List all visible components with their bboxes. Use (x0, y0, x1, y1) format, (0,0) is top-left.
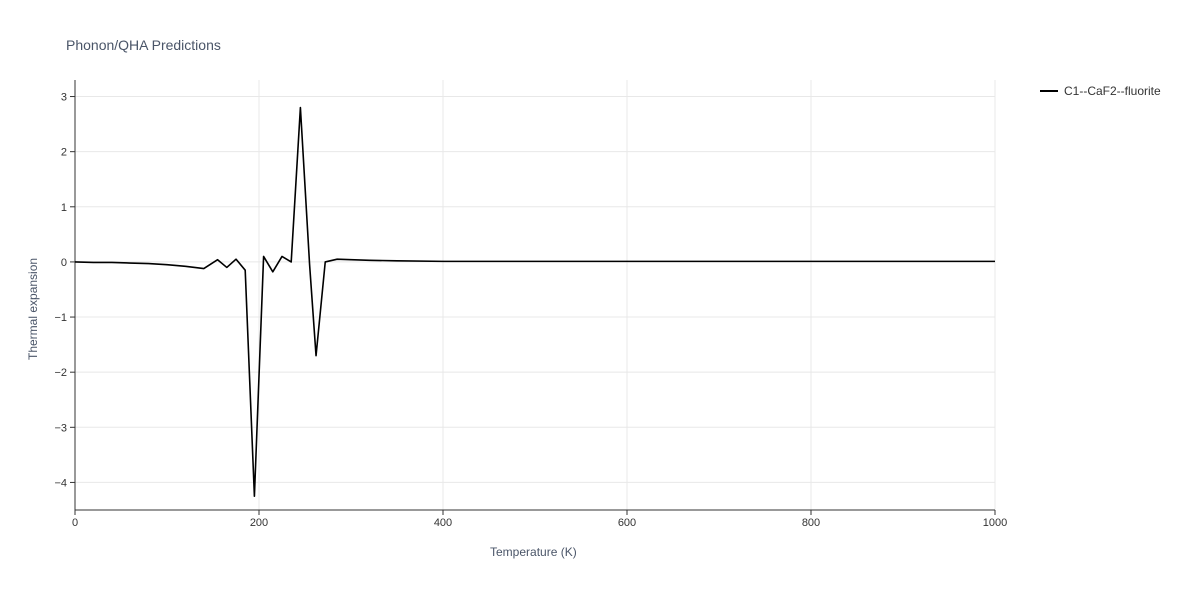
tick-label: −1 (54, 312, 67, 324)
tick-label: 600 (618, 517, 636, 529)
tick-label: 400 (434, 517, 452, 529)
x-axis-label: Temperature (K) (490, 545, 577, 559)
tick-label: 2 (61, 147, 67, 159)
tick-label: −2 (54, 367, 67, 379)
tick-label: 1 (61, 202, 67, 214)
chart-title: Phonon/QHA Predictions (66, 37, 221, 53)
legend-label: C1--CaF2--fluorite (1064, 84, 1161, 98)
legend-line-icon (1040, 90, 1058, 92)
series-line (75, 108, 995, 497)
tick-label: 3 (61, 92, 67, 104)
legend: C1--CaF2--fluorite (1040, 84, 1161, 98)
tick-label: 1000 (983, 517, 1007, 529)
tick-label: 0 (61, 257, 67, 269)
chart-container: Phonon/QHA Predictions Thermal expansion… (0, 0, 1200, 600)
tick-label: 200 (250, 517, 268, 529)
plot-area: 0 200 400 600 800 1000 −4 −3 −2 −1 0 1 2 3 (35, 70, 1015, 540)
tick-label: 800 (802, 517, 820, 529)
tick-label: −4 (54, 477, 67, 489)
tick-label: −3 (54, 422, 67, 434)
tick-label: 0 (72, 517, 78, 529)
